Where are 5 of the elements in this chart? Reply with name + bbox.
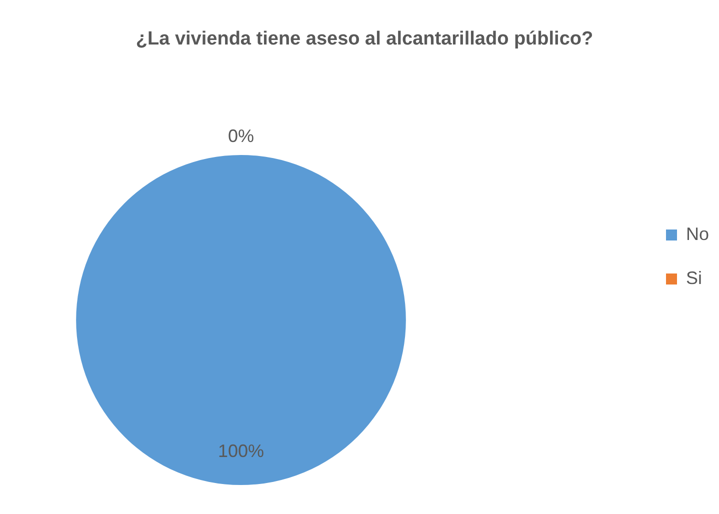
- text: 0%: [228, 126, 254, 146]
- legend-label: No: [686, 224, 710, 244]
- data-label: 100%: [218, 440, 264, 461]
- chart-title: ¿La vivienda tiene aseso al alcantarillado público?: [136, 28, 594, 50]
- legend-label: Si: [686, 268, 702, 288]
